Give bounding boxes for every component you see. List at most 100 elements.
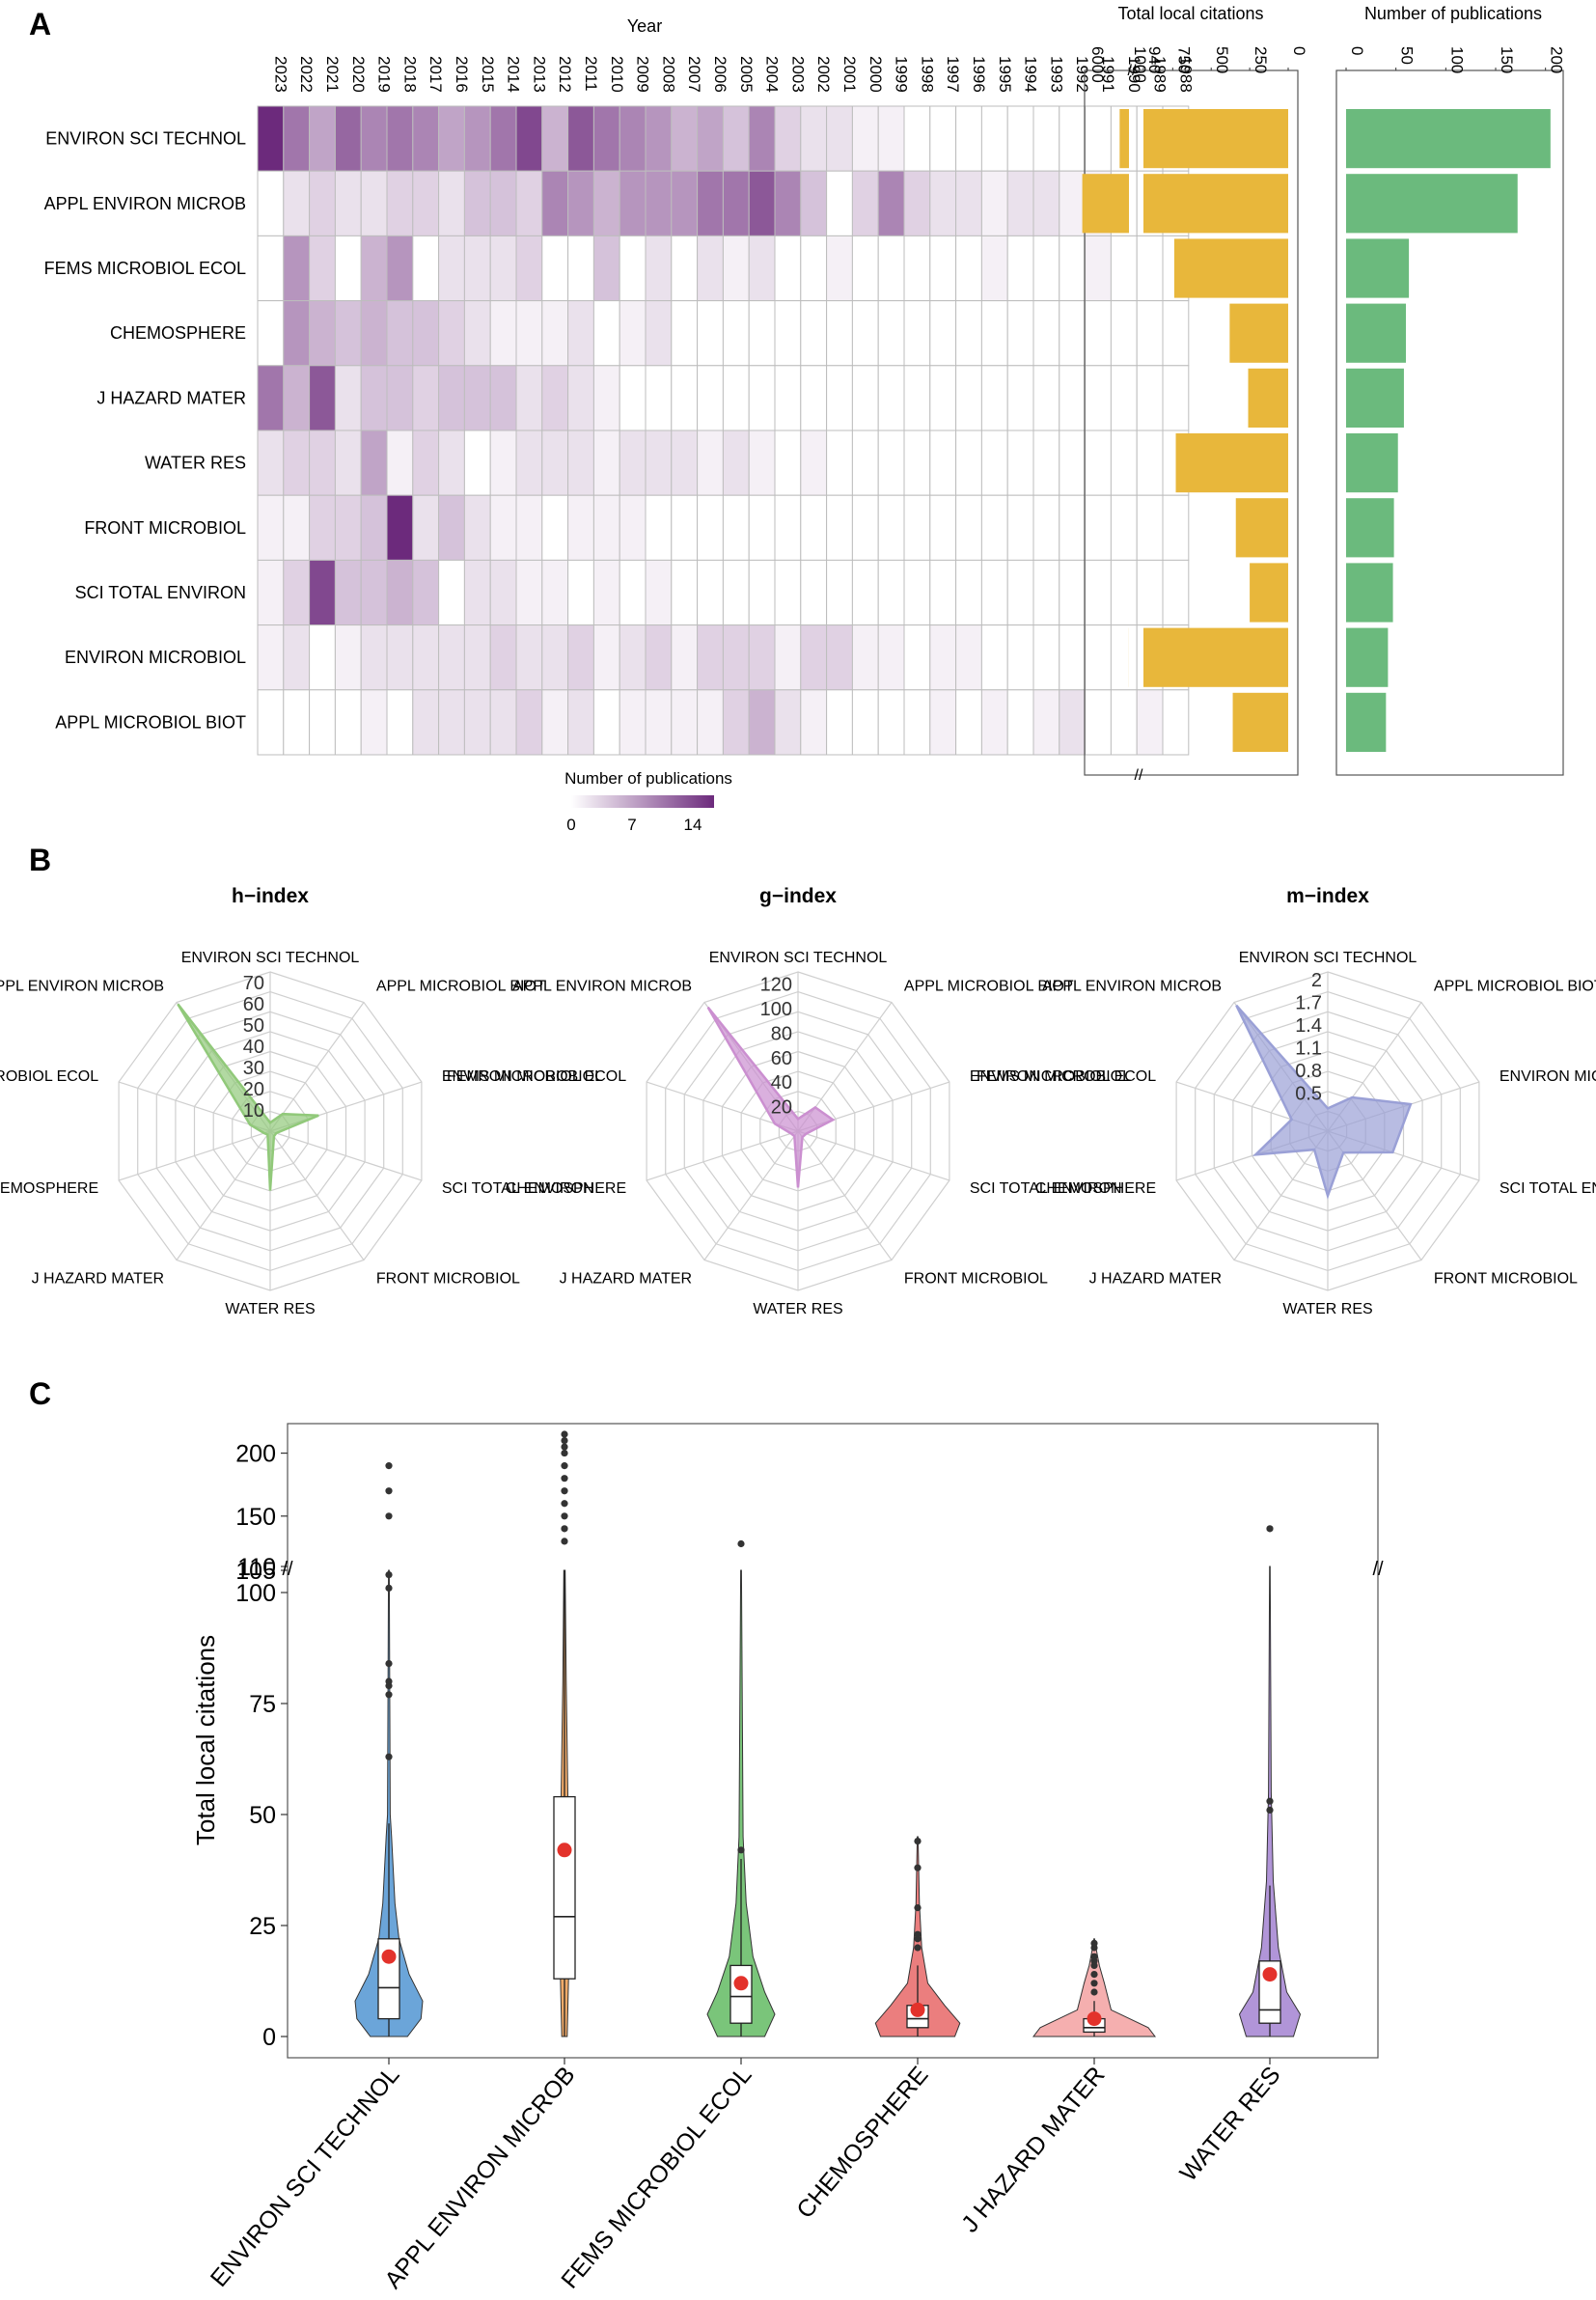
year-label: 2010: [608, 56, 626, 93]
heatmap-cell: [1059, 105, 1087, 172]
violin-category-label: APPL ENVIRON MICROB: [379, 2062, 580, 2294]
radar-axis-label: ENVIRON MICROBIOL: [1500, 1068, 1596, 1085]
heatmap-cell: [929, 365, 957, 431]
violin-outlier: [385, 1677, 393, 1685]
citation-bar: [1173, 238, 1288, 298]
heatmap-cell: [929, 300, 957, 367]
heatmap-cell: [515, 624, 543, 691]
heatmap-cell: [1085, 559, 1112, 626]
violin-box: [729, 1964, 753, 2024]
heatmap-cell: [929, 105, 957, 172]
heatmap-cell: [489, 235, 517, 302]
heatmap-cell: [489, 689, 517, 756]
heatmap-cell: [1136, 235, 1164, 302]
violin-body: [354, 1569, 424, 2037]
violin-mean: [733, 1976, 749, 1991]
heatmap-cell: [877, 170, 905, 236]
heatmap-cell: [826, 365, 853, 431]
citation-tick: 0: [1290, 46, 1308, 55]
heatmap-cell: [541, 105, 569, 172]
heatmap-cell: [567, 624, 594, 691]
heatmap-cell: [826, 235, 853, 302]
heatmap-cell: [774, 365, 802, 431]
violin-outlier: [561, 1462, 568, 1470]
heatmap-cell: [592, 170, 620, 236]
heatmap-cell: [309, 559, 336, 626]
heatmap-cell: [955, 365, 982, 431]
heatmap-cell: [697, 300, 724, 367]
heatmap-cell: [748, 624, 776, 691]
heatmap-cell: [1006, 105, 1034, 172]
heatmap-cell: [463, 235, 491, 302]
radar-scale-label: 60: [243, 994, 264, 1015]
heatmap-cell: [1085, 235, 1112, 302]
year-label: 2017: [427, 56, 445, 93]
heatmap-cell: [722, 689, 750, 756]
violin-outlier: [561, 1430, 568, 1438]
radar-scale-label: 0.5: [1295, 1084, 1322, 1105]
heatmap-cell: [903, 235, 931, 302]
violin-outlier: [561, 1525, 568, 1533]
heatmap-cell: [619, 430, 647, 496]
heatmap-cell: [283, 430, 311, 496]
heatmap-cell: [567, 430, 594, 496]
heatmap-cell: [748, 365, 776, 431]
heatmap-cell: [438, 494, 465, 561]
heatmap-cell: [800, 170, 828, 236]
radar-axis-label: APPL MICROBIOL BIOT: [1434, 979, 1596, 995]
heatmap-cell: [283, 559, 311, 626]
heatmap-cell: [309, 430, 336, 496]
heatmap-cell: [980, 689, 1008, 756]
year-label: 1992: [1073, 56, 1091, 93]
citation-tick: 750: [1174, 46, 1193, 73]
heatmap-cell: [929, 559, 957, 626]
year-label: 2014: [505, 56, 523, 93]
heatmap-cell: [1162, 689, 1190, 756]
heatmap-cell: [697, 559, 724, 626]
heatmap-cell: [1059, 170, 1087, 236]
heatmap-cell: [438, 170, 465, 236]
heatmap-cell: [257, 689, 285, 756]
journal-label: APPL ENVIRON MICROB: [44, 194, 246, 213]
publication-bar: [1346, 109, 1551, 169]
heatmap-cell: [722, 430, 750, 496]
radar-scale-label: 100: [760, 999, 792, 1020]
heatmap-cell: [489, 624, 517, 691]
heatmap-cell: [1059, 430, 1087, 496]
violin-outlier: [914, 1904, 922, 1912]
heatmap-cell: [1006, 300, 1034, 367]
heatmap-cell: [386, 624, 414, 691]
heatmap-cell: [257, 430, 285, 496]
violin-tick-label: 110: [237, 1554, 276, 1581]
year-label: 2005: [737, 56, 756, 93]
radar-scale-label: 0.8: [1295, 1061, 1322, 1082]
publication-tick: 50: [1398, 46, 1417, 65]
radar-axis-label: FEMS MICROBIOL ECOL: [447, 1068, 626, 1085]
radar-scale-label: 20: [771, 1097, 792, 1119]
heatmap-cell: [386, 300, 414, 367]
radar-spoke: [703, 1130, 799, 1261]
heatmap-cell: [592, 559, 620, 626]
heatmap-cell: [463, 624, 491, 691]
heatmap-cell: [748, 559, 776, 626]
heatmap-cell: [1006, 624, 1034, 691]
violin-outlier: [561, 1443, 568, 1451]
heatmap-cell: [438, 689, 465, 756]
heatmap-cell: [438, 105, 465, 172]
heatmap-cell: [800, 365, 828, 431]
heatmap-cell: [671, 494, 699, 561]
heatmap-cell: [697, 624, 724, 691]
heatmap-cell: [515, 689, 543, 756]
heatmap-cell: [567, 235, 594, 302]
citation-bar: [1143, 627, 1288, 687]
heatmap-cell: [592, 365, 620, 431]
radar-spoke: [646, 1081, 799, 1132]
heatmap-cell: [877, 559, 905, 626]
heatmap-cell: [360, 559, 388, 626]
heatmap-cell: [619, 235, 647, 302]
heatmap-cell: [697, 494, 724, 561]
heatmap-cell: [619, 170, 647, 236]
radar-axis-label: CHEMOSPHERE: [506, 1180, 626, 1197]
